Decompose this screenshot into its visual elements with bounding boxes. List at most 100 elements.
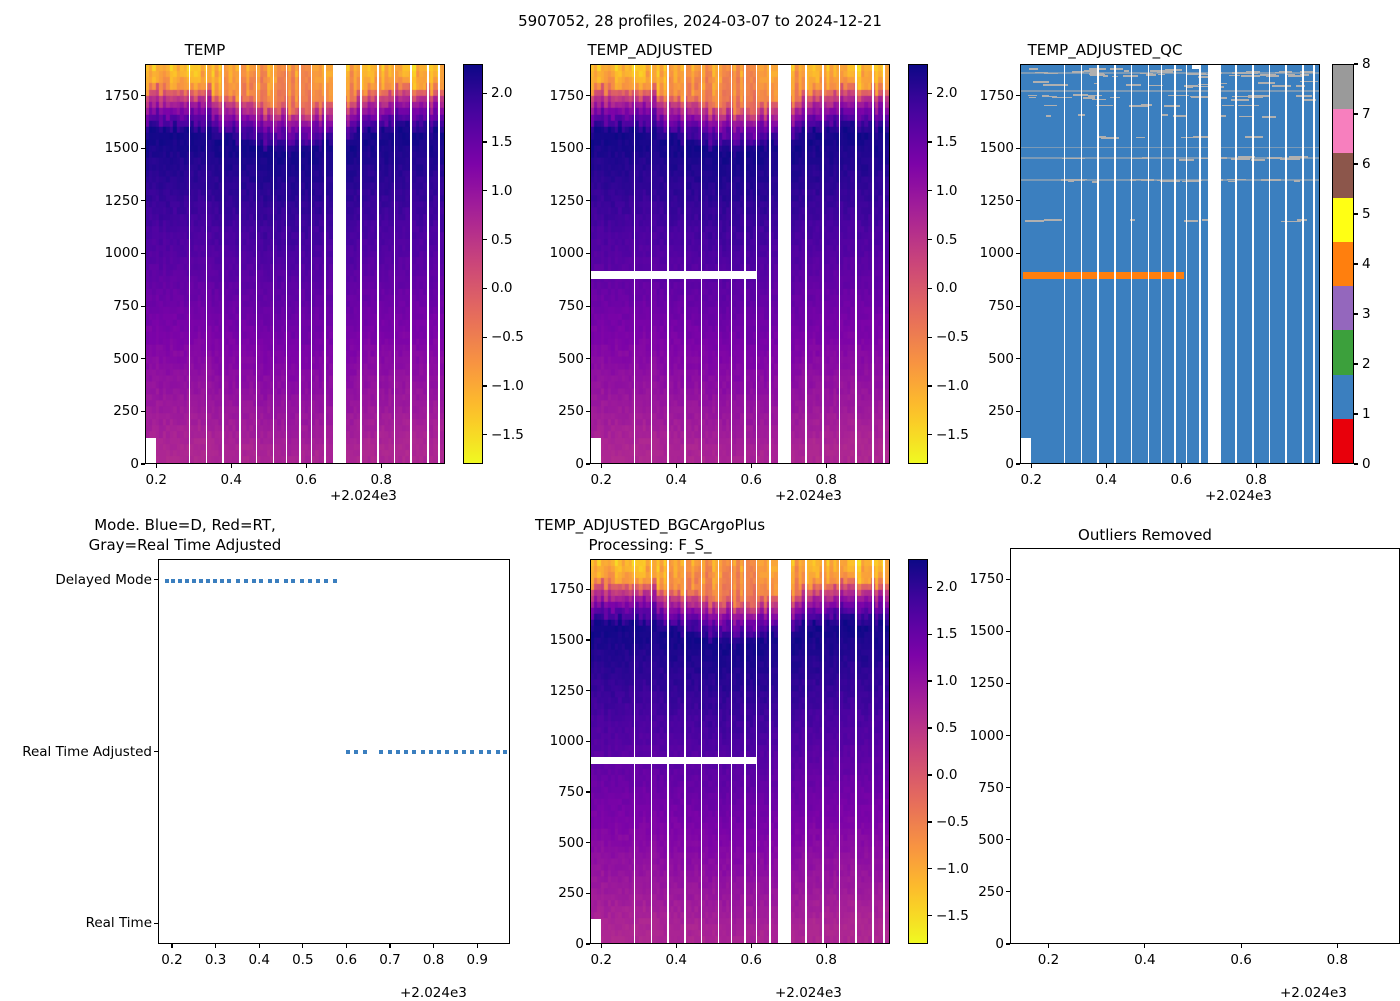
data-gap-column bbox=[777, 560, 791, 943]
x-tick-mark bbox=[1336, 944, 1338, 948]
colorbar-tick-mark bbox=[928, 727, 932, 729]
panel-temp-adjusted-qc-axes[interactable] bbox=[1020, 64, 1320, 464]
panel-outliers-removed-axes[interactable] bbox=[1010, 548, 1400, 944]
profile-separator bbox=[650, 560, 653, 943]
mode-point-delayed-mode bbox=[219, 578, 224, 583]
colorbar-tick-label: −1.5 bbox=[936, 426, 969, 443]
qc-flag-8-marker bbox=[1294, 180, 1301, 182]
profile-separator bbox=[821, 560, 824, 943]
heatmap-canvas bbox=[146, 65, 444, 463]
mode-point-delayed-mode bbox=[206, 578, 210, 583]
qc-flag-8-row bbox=[1021, 89, 1319, 92]
qc-flag-8-marker bbox=[1087, 95, 1095, 97]
qc-colorbar-tick-mark bbox=[1354, 213, 1358, 215]
profile-separator bbox=[272, 65, 275, 463]
y-tick-label: 750 bbox=[978, 779, 1004, 796]
x-tick-label: 0.6 bbox=[335, 952, 358, 968]
y-tick-label: 1250 bbox=[549, 682, 584, 699]
y-tick-label: 1250 bbox=[104, 192, 139, 209]
panel-temp-axes[interactable] bbox=[145, 64, 445, 464]
mode-point-delayed-mode bbox=[251, 578, 256, 583]
colorbar-tick-mark bbox=[928, 92, 932, 94]
y-tick-label: 750 bbox=[113, 298, 139, 315]
colorbar-tick-label: 1.5 bbox=[491, 134, 513, 151]
y-tick-label: Real Time Adjusted bbox=[22, 743, 152, 760]
colorbar-tick-label: 0.0 bbox=[491, 280, 513, 297]
panel-bgcargoplus-axes[interactable] bbox=[590, 559, 890, 944]
qc-flag-8-marker bbox=[1230, 99, 1250, 101]
y-tick-mark bbox=[586, 463, 590, 465]
qc-flag-8-marker bbox=[1149, 69, 1166, 72]
y-tick-label: 250 bbox=[978, 883, 1004, 900]
colorbar-tick-mark bbox=[483, 239, 487, 241]
profile-separator bbox=[805, 65, 807, 463]
qc-flag-8-marker bbox=[1286, 73, 1296, 76]
qc-colorbar-tick-mark bbox=[1354, 163, 1358, 165]
qc-xaxis-offset: +2.024e3 bbox=[1205, 488, 1272, 504]
mode-point-real-time-adjusted bbox=[387, 749, 392, 754]
profile-separator bbox=[427, 65, 429, 463]
profile-separator bbox=[667, 65, 669, 463]
y-tick-mark bbox=[586, 147, 590, 149]
colorbar-tick-label: 0.0 bbox=[936, 766, 958, 783]
x-tick-label: 0.6 bbox=[295, 472, 317, 488]
panel-temp-adjusted-axes[interactable] bbox=[590, 64, 890, 464]
data-gap-column bbox=[1207, 65, 1221, 463]
mode-point-delayed-mode bbox=[299, 578, 304, 583]
qc-flag-8-marker bbox=[1287, 158, 1297, 160]
colorbar[interactable] bbox=[463, 64, 483, 464]
colorbar-tick-label: 0.5 bbox=[491, 231, 513, 248]
colorbar[interactable] bbox=[908, 64, 928, 464]
qc-flag-8-marker bbox=[1089, 94, 1102, 97]
qc-flag-8-marker bbox=[1197, 83, 1219, 86]
mode-point-real-time-adjusted bbox=[395, 749, 400, 754]
qc-colorbar-segment-2 bbox=[1333, 330, 1353, 375]
profile-separator bbox=[1251, 65, 1254, 463]
qc-flag-8-marker bbox=[1123, 70, 1129, 72]
x-tick-mark bbox=[1255, 464, 1257, 468]
profile-separator bbox=[393, 65, 396, 463]
colorbar-tick-label: 0.5 bbox=[936, 720, 958, 737]
profile-separator bbox=[821, 65, 824, 463]
panel-mode-axes[interactable] bbox=[158, 559, 510, 944]
bottom-left-missing-block bbox=[591, 918, 601, 943]
colorbar-tick-label: 1.0 bbox=[936, 182, 958, 199]
x-tick-mark bbox=[389, 944, 391, 948]
outliers-empty-layer bbox=[1011, 549, 1399, 943]
panel-outliers-removed: Outliers Removed 0 250 500 750 1000 1250 1500 1… bbox=[880, 515, 1400, 1001]
y-tick-mark bbox=[1006, 943, 1010, 945]
qc-colorbar-tick-mark bbox=[1354, 463, 1358, 465]
y-tick-mark bbox=[141, 200, 145, 202]
profile-separator bbox=[188, 65, 191, 463]
qc-colorbar[interactable] bbox=[1332, 64, 1354, 464]
qc-colorbar-tick-mark bbox=[1354, 313, 1358, 315]
qc-flag-8-marker bbox=[1141, 104, 1153, 106]
bottom-left-missing-block bbox=[1021, 437, 1031, 463]
colorbar-tick-label: 0.5 bbox=[936, 231, 958, 248]
qc-flag-8-marker bbox=[1300, 80, 1318, 83]
qc-flag-8-marker bbox=[1228, 74, 1241, 77]
y-tick-mark bbox=[141, 147, 145, 149]
y-tick-mark bbox=[141, 463, 145, 465]
qc-colorbar-tick-mark bbox=[1354, 363, 1358, 365]
y-tick-mark bbox=[586, 200, 590, 202]
qc-flag-8-marker bbox=[1191, 96, 1212, 98]
profile-separator bbox=[872, 560, 874, 943]
y-tick-label: 500 bbox=[978, 831, 1004, 848]
mode-point-delayed-mode bbox=[199, 578, 204, 583]
qc-heatmap-image bbox=[1021, 65, 1319, 463]
qc-flag-8-marker bbox=[1258, 82, 1276, 84]
colorbar-tick-mark bbox=[483, 385, 487, 387]
panel-outliers-removed-title: Outliers Removed bbox=[1078, 526, 1212, 544]
qc-flag-8-marker bbox=[1173, 115, 1188, 117]
profile-separator bbox=[299, 65, 302, 463]
y-tick-mark bbox=[1016, 463, 1020, 465]
x-tick-label: 0.4 bbox=[665, 472, 687, 488]
x-tick-mark bbox=[171, 944, 173, 948]
top-missing-block bbox=[1192, 65, 1201, 70]
colorbar[interactable] bbox=[908, 559, 928, 944]
profile-separator bbox=[1268, 65, 1271, 463]
x-tick-mark bbox=[258, 944, 260, 948]
x-tick-label: 0.4 bbox=[665, 952, 687, 968]
